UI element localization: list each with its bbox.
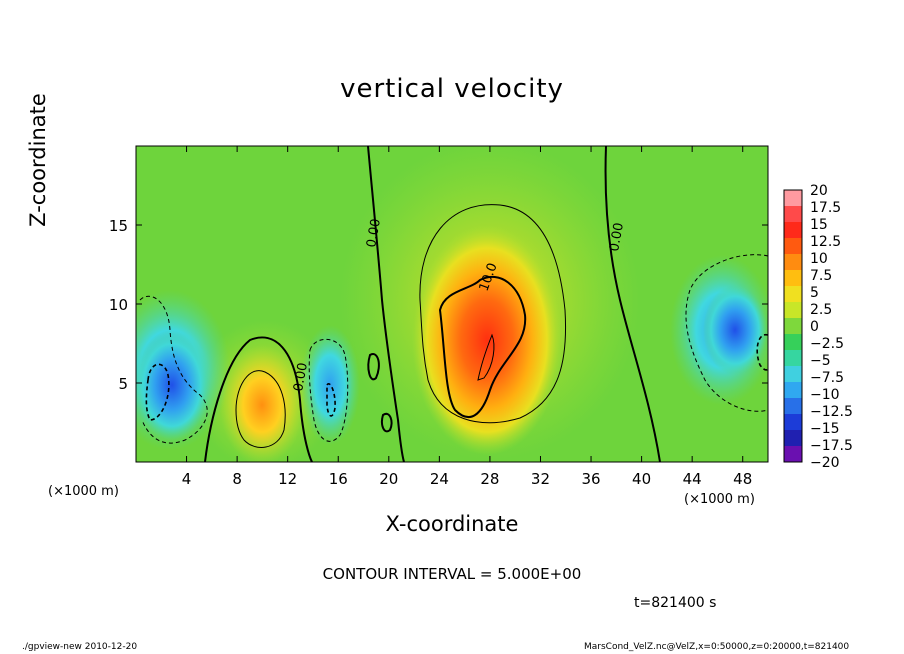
colorbar-label: 5 (810, 285, 819, 301)
x-unit-left: (×1000 m) (48, 484, 119, 499)
colorbar-label: 2.5 (810, 302, 832, 318)
colorbar-label: −7.5 (810, 370, 844, 386)
colorbar-label: 7.5 (810, 268, 832, 284)
x-tick-label: 44 (683, 470, 702, 488)
colorbar-label: −17.5 (810, 438, 853, 454)
colorbar-swatch (784, 350, 802, 367)
contour-label: 0.00 (291, 362, 311, 393)
chart-title: vertical velocity (340, 74, 564, 104)
time-label: t=821400 s (634, 595, 717, 611)
y-tick-label: 5 (118, 375, 128, 393)
x-tick-label: 28 (480, 470, 499, 488)
contour-label: 0.00 (364, 218, 384, 249)
colorbar-swatch (784, 302, 802, 319)
x-tick-label: 24 (430, 470, 449, 488)
footer-left: ./gpview-new 2010-12-20 (22, 642, 138, 652)
y-axis-label: Z-coordinate (26, 93, 50, 227)
colorbar-swatch (784, 414, 802, 431)
colorbar-label: −10 (810, 387, 840, 403)
x-tick-label: 48 (733, 470, 752, 488)
colorbar-label: 17.5 (810, 200, 841, 216)
x-tick-label: 40 (632, 470, 651, 488)
colorbar-swatch (784, 270, 802, 287)
colorbar-label: −15 (810, 421, 840, 437)
colorbar-swatch (784, 206, 802, 223)
x-tick-label: 16 (329, 470, 348, 488)
x-tick-label: 12 (278, 470, 297, 488)
colorbar-swatch (784, 446, 802, 463)
colorbar-swatch (784, 190, 802, 207)
colorbar-swatch (784, 318, 802, 335)
x-tick-label: 32 (531, 470, 550, 488)
y-axis: 5 10 15 (109, 217, 768, 393)
colorbar-label: 0 (810, 319, 819, 335)
x-tick-label: 20 (379, 470, 398, 488)
colorbar-swatch (784, 366, 802, 383)
colorbar-label: −12.5 (810, 404, 853, 420)
colorbar-swatch (784, 222, 802, 239)
colorbar-label: −20 (810, 455, 840, 471)
y-tick-label: 15 (109, 217, 128, 235)
colorbar-label: 10 (810, 251, 828, 267)
contour-interval: CONTOUR INTERVAL = 5.000E+00 (322, 565, 582, 583)
y-tick-label: 10 (109, 296, 128, 314)
velocity-field (136, 146, 768, 462)
contour-label: 0.00 (607, 222, 627, 253)
x-tick-label: 8 (232, 470, 242, 488)
colorbar-swatch (784, 286, 802, 303)
colorbar: 2017.51512.5107.552.50−2.5−5−7.5−10−12.5… (783, 183, 853, 471)
x-tick-label: 4 (182, 470, 192, 488)
colorbar-label: 15 (810, 217, 828, 233)
colorbar-swatch (784, 430, 802, 447)
x-axis: 4 8 12 16 20 24 28 32 36 40 44 48 (182, 146, 752, 488)
colorbar-swatch (784, 254, 802, 271)
footer-right: MarsCond_VelZ.nc@VelZ,x=0:50000,z=0:2000… (584, 642, 850, 652)
colorbar-label: 12.5 (810, 234, 841, 250)
colorbar-frame (783, 189, 803, 463)
colorbar-swatch (784, 398, 802, 415)
colorbar-label: −2.5 (810, 336, 844, 352)
colorbar-swatch (784, 238, 802, 255)
colorbar-swatch (784, 334, 802, 351)
colorbar-label: −5 (810, 353, 831, 369)
x-tick-label: 36 (581, 470, 600, 488)
x-axis-label: X-coordinate (385, 512, 519, 536)
colorbar-label: 20 (810, 183, 828, 199)
colorbar-swatch (784, 382, 802, 399)
x-unit-right: (×1000 m) (684, 492, 755, 507)
